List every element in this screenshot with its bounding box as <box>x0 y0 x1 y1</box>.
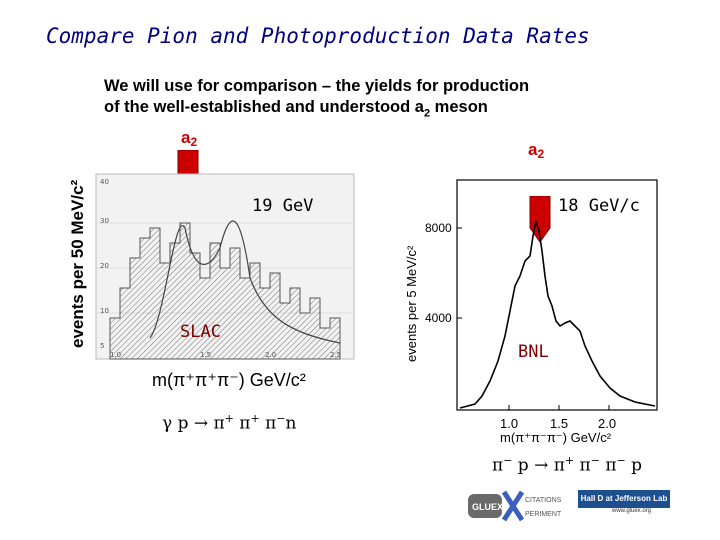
right-marker-arrow <box>529 196 551 243</box>
intro-text: We will use for comparison – the yields … <box>104 76 604 124</box>
left-a2-label: a2 <box>181 128 198 149</box>
right-reaction: π− p → π+ π− π− p <box>492 454 643 476</box>
hall-d-logo: Hall D at Jefferson Lab <box>578 490 670 508</box>
left-x-tick-3: 2.0 <box>265 351 276 359</box>
right-x-tick-2: 1.5 <box>550 416 569 431</box>
slac-label: SLAC <box>180 322 221 342</box>
left-x-axis-label: m(π⁺π⁺π⁻) GeV/c² <box>152 370 306 390</box>
gluex-logo: GLUEX CITATIONS PERIMENT <box>468 490 562 522</box>
left-y-tick-40: 40 <box>100 178 109 186</box>
bnl-label: BNL <box>518 342 549 362</box>
right-y-tick-8000: 8000 <box>425 221 452 235</box>
intro-line-1: We will use for comparison – the yields … <box>104 77 530 95</box>
left-y-tick-30: 30 <box>100 217 109 225</box>
left-reaction: γ p → π+ π+ π−n <box>162 412 297 434</box>
left-energy-label: 19 GeV <box>252 196 314 216</box>
gluex-logo-text: GLUEX <box>472 502 503 512</box>
bnl-histogram: 8000 4000 <box>425 179 658 411</box>
right-energy-label: 18 GeV/c <box>558 196 640 216</box>
right-a2-label: a2 <box>528 140 545 161</box>
right-x-tick-3: 2.0 <box>598 416 617 431</box>
left-x-tick-4: 2.5 <box>330 351 341 359</box>
left-y-axis-label: events per 50 MeV/c² <box>68 179 87 348</box>
right-x-axis-label: m(π⁺π⁻π⁻) GeV/c² <box>500 430 612 445</box>
left-y-tick-5: 5 <box>100 342 104 350</box>
intro-line-2: of the well-established and understood a… <box>104 98 488 120</box>
gluex-logo-sub2: PERIMENT <box>525 511 562 518</box>
right-x-tick-1: 1.0 <box>500 416 519 431</box>
right-y-tick-4000: 4000 <box>425 311 452 325</box>
left-y-tick-20: 20 <box>100 262 109 270</box>
right-y-axis-label: events per 5 MeV/c² <box>404 245 419 362</box>
page-title: Compare Pion and Photoproduction Data Ra… <box>46 24 590 48</box>
hall-d-url: www.gluex.org <box>612 508 652 514</box>
left-x-tick-2: 1.5 <box>200 351 211 359</box>
gluex-logo-sub1: CITATIONS <box>525 497 562 504</box>
left-x-tick-1: 1.0 <box>110 351 121 359</box>
slac-histogram: 40 30 20 10 5 1.0 1.5 2.0 2.5 <box>95 173 355 360</box>
left-y-tick-10: 10 <box>100 307 109 315</box>
